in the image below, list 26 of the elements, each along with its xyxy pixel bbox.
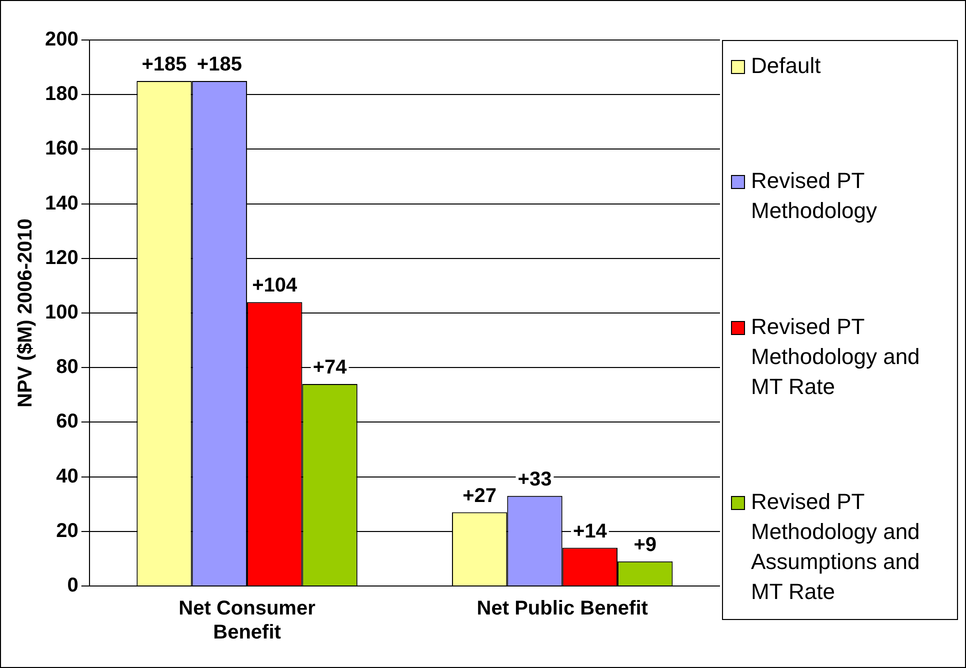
data-label: +9	[634, 534, 657, 556]
y-tick-label: 200	[44, 28, 78, 51]
legend-label: Revised PT Methodology and MT Rate	[751, 312, 921, 401]
data-label: +104	[252, 274, 298, 297]
legend-label: Revised PT Methodology	[751, 167, 878, 226]
y-tick-label: 100	[44, 302, 78, 324]
data-label: +185	[142, 53, 187, 76]
data-label: +27	[462, 484, 497, 507]
y-axis-title: NPV ($M) 2006-2010	[14, 218, 37, 408]
y-tick-label: 120	[44, 246, 78, 269]
legend-label: Default	[751, 52, 821, 80]
y-tick-label: 0	[67, 574, 78, 597]
y-tick-label: 180	[44, 83, 78, 106]
y-tick-label: 20	[56, 520, 78, 542]
y-tick-label: 40	[56, 465, 78, 488]
x-tick-label: Net Public Benefit	[476, 598, 648, 620]
data-label: +33	[518, 468, 552, 490]
y-tick-label: 160	[44, 138, 78, 160]
y-tick-label: 140	[44, 192, 78, 214]
legend-label: Revised PT Methodology and Assumptions and MT Rate	[751, 488, 921, 606]
data-label: +185	[196, 53, 242, 76]
y-tick-label: 80	[56, 356, 78, 378]
y-tick-label: 60	[56, 410, 78, 433]
data-label: +14	[572, 520, 608, 542]
data-label: +74	[312, 356, 348, 378]
x-tick-label: Net Consumer Benefit	[178, 598, 316, 644]
